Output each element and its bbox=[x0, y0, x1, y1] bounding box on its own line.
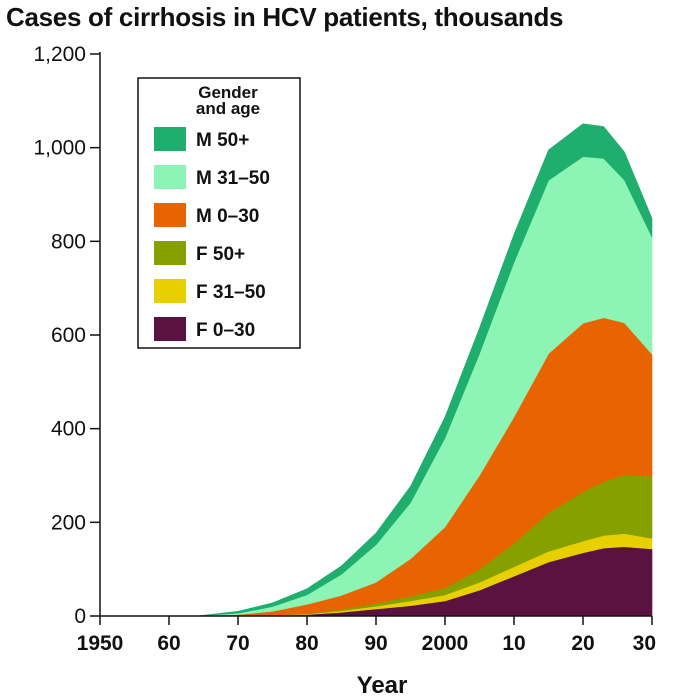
x-tick-label: 80 bbox=[295, 632, 318, 655]
legend-swatch-f-50 bbox=[154, 241, 186, 265]
y-tick-label: 200 bbox=[51, 511, 86, 534]
area-m-50 bbox=[99, 123, 653, 617]
legend-label-m-31-50: M 31–50 bbox=[196, 168, 270, 189]
y-tick-label: 1,200 bbox=[33, 43, 86, 66]
x-axis-title: Year bbox=[357, 672, 408, 699]
legend-title: Gender bbox=[198, 83, 258, 102]
x-tick-label: 30 bbox=[633, 632, 656, 655]
legend-label-m-50: M 50+ bbox=[196, 130, 249, 151]
y-tick-label: 600 bbox=[51, 324, 86, 347]
x-tick-label: 20 bbox=[571, 632, 594, 655]
x-axis-ticks: 1950 60 70 80 90 2000 10 20 30 bbox=[77, 616, 656, 655]
y-tick-label: 400 bbox=[51, 418, 86, 441]
x-tick-label: 10 bbox=[502, 632, 525, 655]
legend-label-f-0-30: F 0–30 bbox=[196, 320, 255, 341]
legend-swatch-f-31-50 bbox=[154, 279, 186, 303]
y-tick-label: 800 bbox=[51, 230, 86, 253]
x-tick-label: 70 bbox=[226, 632, 249, 655]
x-tick-label: 60 bbox=[157, 632, 180, 655]
legend-title: and age bbox=[196, 99, 260, 118]
y-axis-ticks: 0 200 400 600 800 1,000 1,200 bbox=[33, 43, 100, 628]
chart-title: Cases of cirrhosis in HCV patients, thou… bbox=[6, 2, 564, 32]
legend-label-f-50: F 50+ bbox=[196, 244, 245, 265]
x-tick-label: 1950 bbox=[77, 632, 124, 655]
legend-label-f-31-50: F 31–50 bbox=[196, 282, 266, 303]
legend-label-m-0-30: M 0–30 bbox=[196, 206, 259, 227]
x-tick-label: 90 bbox=[364, 632, 387, 655]
y-tick-label: 1,000 bbox=[33, 137, 86, 160]
chart-areas bbox=[99, 123, 653, 617]
y-tick-label: 0 bbox=[74, 605, 86, 628]
x-tick-label: 2000 bbox=[422, 632, 469, 655]
legend-swatch-m-50 bbox=[154, 127, 186, 151]
legend-swatch-m-0-30 bbox=[154, 203, 186, 227]
legend-swatch-m-31-50 bbox=[154, 165, 186, 189]
legend-swatch-f-0-30 bbox=[154, 317, 186, 341]
